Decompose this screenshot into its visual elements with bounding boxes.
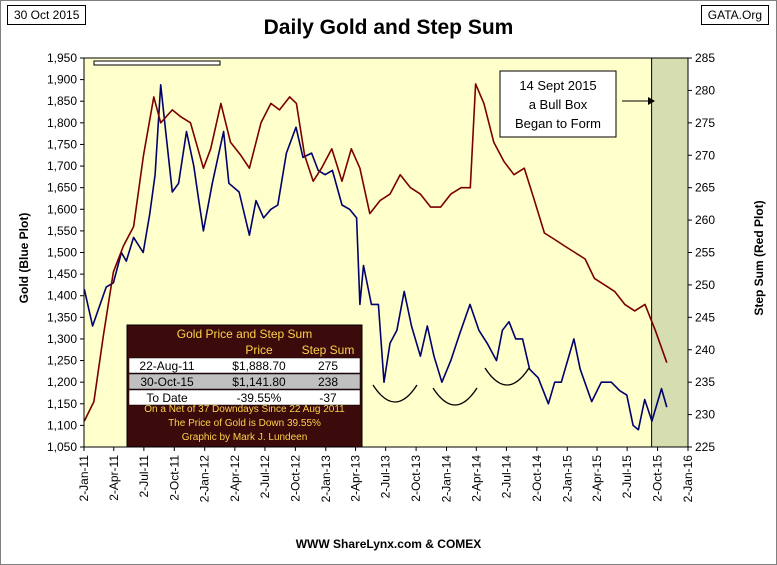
table-header: Step Sum (302, 343, 355, 357)
y-left-tick-label: 1,400 (47, 289, 77, 303)
y-right-tick-label: 240 (695, 343, 715, 357)
y-right-tick-label: 265 (695, 181, 715, 195)
x-tick-label: 2-Oct-11 (167, 455, 181, 501)
x-tick-label: 2-Apr-13 (349, 455, 363, 502)
y-right-tick-label: 285 (695, 51, 715, 65)
annotation-arrowhead (648, 97, 655, 105)
y-right-tick-label: 275 (695, 116, 715, 130)
table-title: Gold Price and Step Sum (177, 327, 312, 341)
table-cell: -37 (319, 391, 337, 405)
y-left-tick-label: 1,950 (47, 51, 77, 65)
y-left-tick-label: 1,900 (47, 73, 77, 87)
x-tick-label: 2-Apr-12 (228, 455, 242, 502)
x-tick-label: 2-Apr-11 (107, 455, 121, 501)
x-tick-label: 2-Jul-14 (499, 455, 513, 499)
y-axis-right-label: Step Sum (Red Plot) (752, 200, 766, 315)
table-header: Price (245, 343, 273, 357)
x-tick-label: 2-Apr-14 (469, 455, 483, 502)
x-tick-label: 2-Apr-15 (590, 455, 604, 502)
x-tick-label: 2-Jan-15 (560, 455, 574, 503)
x-tick-label: 2-Oct-13 (409, 455, 423, 502)
x-tick-label: 2-Jan-11 (77, 455, 91, 502)
table-row (128, 373, 361, 390)
table-cell: -39.55% (237, 391, 282, 405)
x-tick-label: 2-Oct-15 (651, 455, 665, 502)
y-left-tick-label: 1,850 (47, 94, 77, 108)
annotation-frame (499, 70, 617, 138)
table-note: The Price of Gold is Down 39.55% (168, 418, 321, 429)
x-tick-label: 2-Oct-14 (530, 455, 544, 502)
y-left-tick-label: 1,650 (47, 181, 77, 195)
source-label: GATA.Org (700, 5, 769, 25)
y-left-tick-label: 1,100 (47, 418, 77, 432)
annotation-line: 14 Sept 2015 (519, 78, 596, 93)
table-cell: To Date (146, 391, 188, 405)
y-right-tick-label: 270 (695, 148, 715, 162)
x-tick-label: 2-Jul-15 (620, 455, 634, 499)
chart-title: Daily Gold and Step Sum (263, 16, 514, 39)
footer-credit: WWW ShareLynx.com & COMEX (295, 537, 482, 551)
y-left-tick-label: 1,750 (47, 137, 77, 151)
y-left-tick-label: 1,200 (47, 375, 77, 389)
y-axis-left-label: Gold (Blue Plot) (17, 213, 31, 304)
top-marker-bar (93, 60, 221, 66)
y-left-tick-label: 1,500 (47, 246, 77, 260)
y-right-tick-label: 255 (695, 246, 715, 260)
y-left-tick-label: 1,150 (47, 397, 77, 411)
y-right-tick-label: 250 (695, 278, 715, 292)
table-cell: 275 (318, 359, 338, 373)
table-row (128, 357, 361, 374)
trough-arc (372, 384, 418, 403)
trough-arc (484, 367, 530, 386)
y-left-tick-label: 1,700 (47, 159, 77, 173)
y-left-tick-label: 1,250 (47, 354, 77, 368)
y-left-tick-label: 1,550 (47, 224, 77, 238)
annotation-line: Began to Form (515, 116, 601, 131)
table-row (128, 389, 361, 406)
table-cell: 30-Oct-15 (140, 375, 194, 389)
table-note: On a Net of 37 Downdays Since 22 Aug 201… (144, 404, 345, 415)
y-right-tick-label: 260 (695, 213, 715, 227)
y-left-tick-label: 1,450 (47, 267, 77, 281)
x-tick-label: 2-Jul-11 (137, 455, 151, 498)
y-right-tick-label: 230 (695, 408, 715, 422)
date-label: 30 Oct 2015 (7, 5, 87, 25)
x-tick-label: 2-Jan-16 (681, 455, 695, 503)
y-right-tick-label: 245 (695, 310, 715, 324)
x-tick-label: 2-Oct-12 (288, 455, 302, 502)
annotation-box: 14 Sept 2015 a Bull Box Began to Form (499, 70, 655, 138)
x-tick-label: 2-Jul-12 (258, 455, 272, 499)
summary-table: Gold Price and Step Sum Price Step Sum 22-A… (126, 324, 363, 448)
x-tick-label: 2-Jul-13 (379, 455, 393, 499)
y-right-tick-label: 280 (695, 83, 715, 97)
x-tick-label: 2-Jan-13 (319, 455, 333, 503)
table-note: Graphic by Mark J. Lundeen (182, 432, 308, 443)
bull-box-region (651, 58, 688, 447)
x-tick-label: 2-Jan-12 (198, 455, 212, 503)
y-left-tick-label: 1,300 (47, 332, 77, 346)
x-tick-label: 2-Jan-14 (440, 455, 454, 503)
y-left-tick-label: 1,350 (47, 310, 77, 324)
gold-price-line (83, 84, 668, 431)
annotation-line: a Bull Box (529, 97, 588, 112)
table-cell: 22-Aug-11 (139, 359, 194, 373)
y-left-tick-label: 1,050 (47, 440, 77, 454)
y-left-tick-label: 1,800 (47, 116, 77, 130)
y-right-tick-label: 235 (695, 375, 715, 389)
table-cell: $1,888.70 (232, 359, 286, 373)
step-sum-line (83, 83, 668, 422)
y-left-tick-label: 1,600 (47, 202, 77, 216)
trough-arc (432, 387, 478, 406)
y-right-tick-label: 225 (695, 440, 715, 454)
table-cell: $1,141.80 (232, 375, 286, 389)
table-cell: 238 (318, 375, 338, 389)
